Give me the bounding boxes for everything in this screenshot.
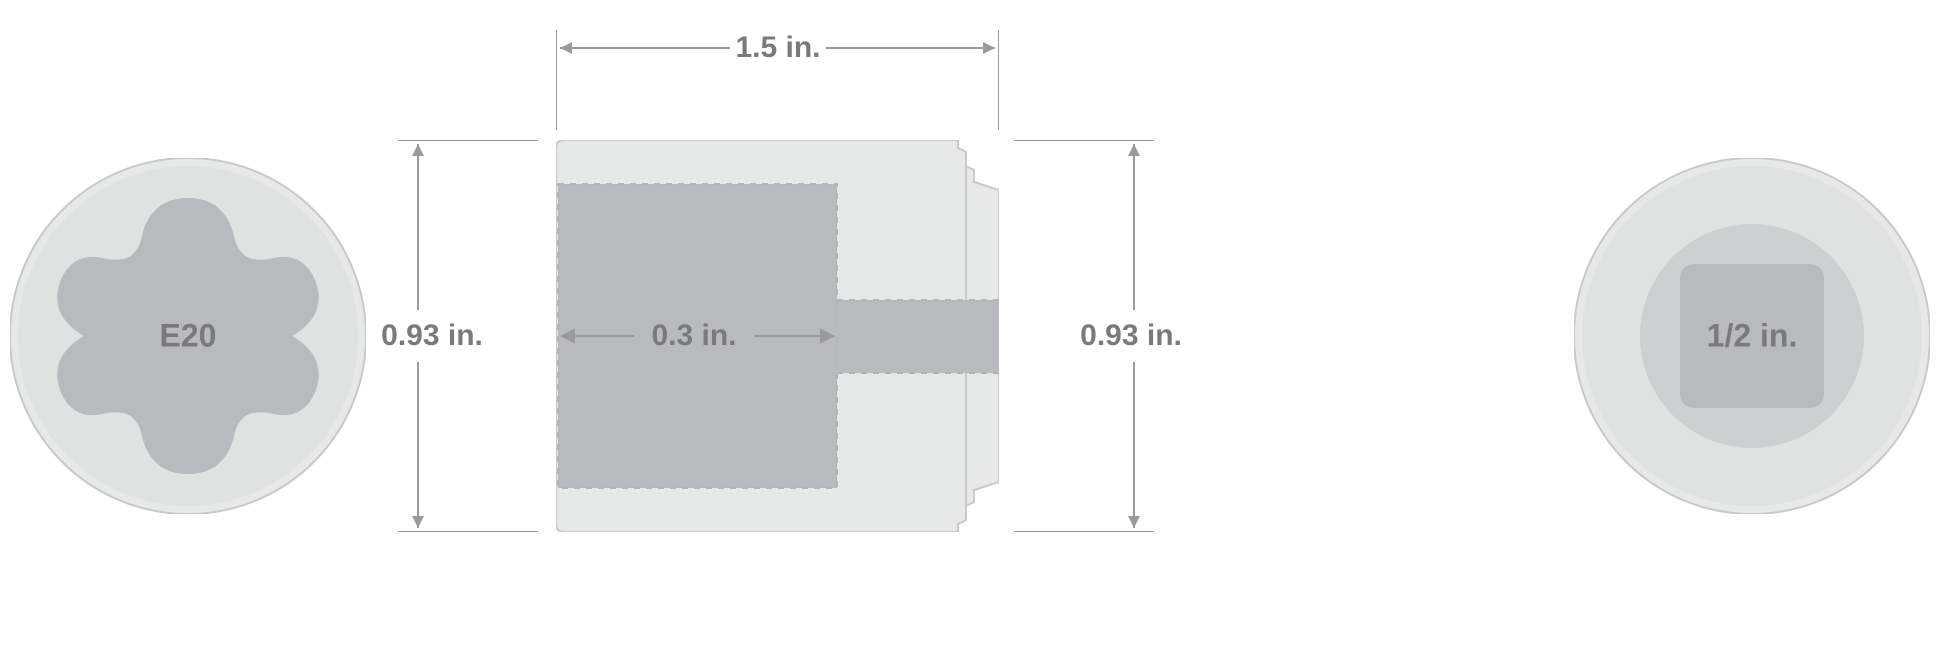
dim-bore-label: 0.3 in. [651,319,736,353]
side-view [556,140,999,532]
front-socket-label: E20 [160,318,217,355]
dim-left-label: 0.93 in. [377,317,487,355]
dim-right-label: 0.93 in. [1076,317,1186,355]
socket-spec-diagram: E20 1/2 in. 1.5 in. 0.93 in. 0.93 in. 0.… [0,0,1952,648]
dim-top-label: 1.5 in. [735,31,820,65]
rear-drive-label: 1/2 in. [1707,318,1798,355]
